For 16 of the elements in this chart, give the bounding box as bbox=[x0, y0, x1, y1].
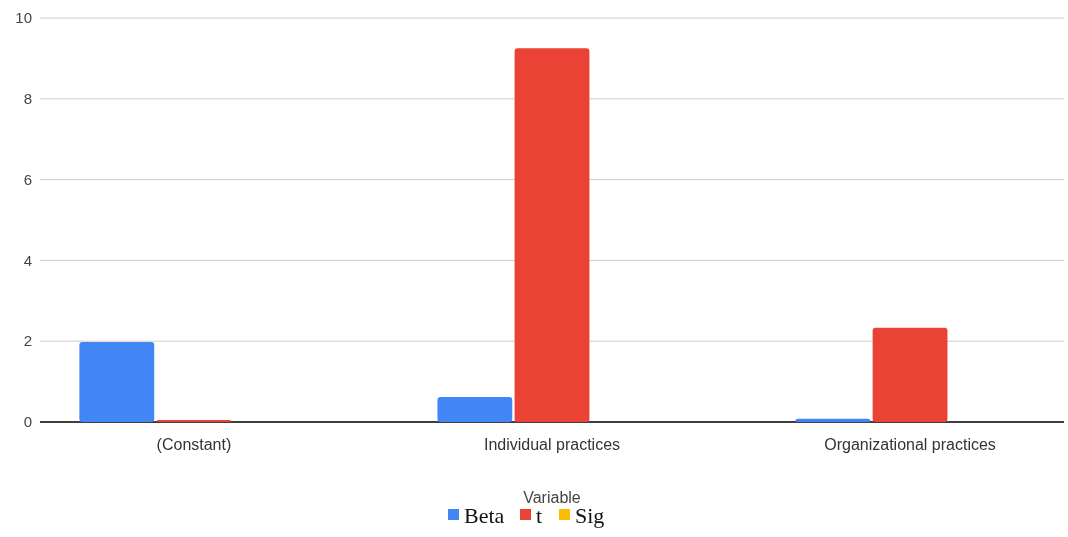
bar bbox=[156, 419, 232, 422]
x-tick-label: (Constant) bbox=[156, 436, 232, 453]
y-tick-label: 10 bbox=[15, 9, 32, 27]
y-tick-label: 8 bbox=[23, 90, 32, 108]
bar bbox=[795, 418, 871, 422]
bar bbox=[514, 48, 590, 422]
x-tick-label: Organizational practices bbox=[824, 436, 996, 453]
y-tick-label: 4 bbox=[23, 251, 32, 269]
y-tick-label: 6 bbox=[23, 170, 32, 188]
y-tick-label: 0 bbox=[23, 413, 32, 431]
x-tick-label: Individual practices bbox=[483, 436, 621, 453]
bar bbox=[79, 342, 155, 422]
y-tick-label: 2 bbox=[23, 332, 32, 350]
bar bbox=[872, 327, 948, 422]
bar bbox=[437, 396, 513, 422]
legend-label: Beta bbox=[464, 502, 505, 528]
